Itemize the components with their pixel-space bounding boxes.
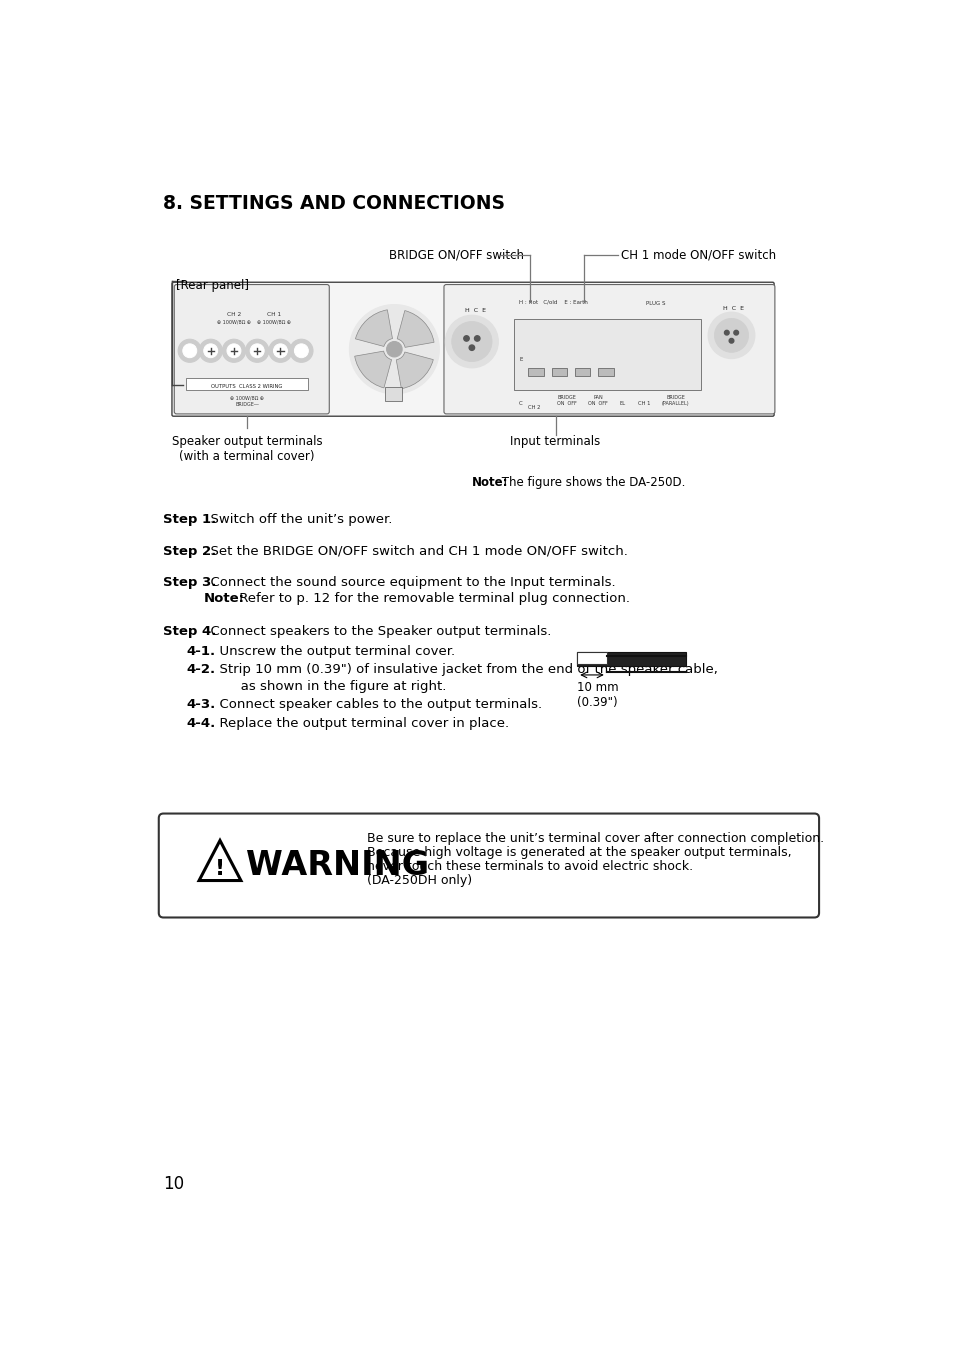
Text: !: ! (214, 859, 225, 880)
Text: CH 2: CH 2 (527, 404, 539, 409)
Text: E: E (518, 357, 522, 362)
Bar (577, 651, 606, 665)
Circle shape (204, 345, 217, 358)
Text: Input terminals: Input terminals (510, 435, 600, 449)
Circle shape (445, 315, 497, 367)
Text: 10: 10 (163, 1174, 184, 1193)
Text: 4-3.: 4-3. (187, 698, 215, 711)
Circle shape (274, 345, 287, 358)
Circle shape (386, 342, 402, 357)
Text: Connect speakers to the Speaker output terminals.: Connect speakers to the Speaker output t… (202, 626, 551, 638)
Text: The figure shows the DA-250D.: The figure shows the DA-250D. (497, 477, 685, 489)
Text: BRIDGE ON/OFF switch: BRIDGE ON/OFF switch (389, 249, 523, 261)
Circle shape (733, 331, 738, 335)
FancyBboxPatch shape (513, 319, 700, 390)
Text: [Rear panel]: [Rear panel] (175, 280, 249, 292)
Text: Refer to p. 12 for the removable terminal plug connection.: Refer to p. 12 for the removable termina… (234, 592, 629, 605)
Wedge shape (396, 311, 434, 347)
Text: never touch these terminals to avoid electric shock.: never touch these terminals to avoid ele… (367, 859, 693, 873)
Text: Step 3.: Step 3. (163, 576, 216, 589)
Circle shape (290, 339, 313, 362)
Circle shape (222, 339, 245, 362)
Text: as shown in the figure at right.: as shown in the figure at right. (212, 680, 446, 693)
Text: Note:: Note: (472, 477, 508, 489)
Text: WARNING: WARNING (245, 848, 428, 882)
Text: ⊕ 100W/8Ω ⊕: ⊕ 100W/8Ω ⊕ (230, 396, 264, 400)
Text: CH 1 mode ON/OFF switch: CH 1 mode ON/OFF switch (620, 249, 775, 261)
Text: Replace the output terminal cover in place.: Replace the output terminal cover in pla… (212, 716, 509, 730)
Text: Speaker output terminals
(with a terminal cover): Speaker output terminals (with a termina… (172, 435, 322, 463)
Circle shape (728, 339, 733, 343)
Wedge shape (395, 353, 433, 389)
Wedge shape (355, 309, 392, 346)
Text: H  C  E: H C E (465, 308, 486, 313)
Text: BRIDGE―: BRIDGE― (235, 403, 258, 407)
Text: CH 2: CH 2 (227, 312, 241, 317)
Text: H : Hot   C/old    E : Earth: H : Hot C/old E : Earth (518, 299, 587, 304)
Text: PLUG S: PLUG S (645, 300, 665, 305)
Text: BRIDGE
(PARALLEL): BRIDGE (PARALLEL) (661, 394, 689, 405)
Circle shape (269, 339, 292, 362)
Circle shape (178, 339, 201, 362)
Text: BRIDGE
ON  OFF: BRIDGE ON OFF (557, 394, 577, 405)
Text: OUTPUTS  CLASS 2 WIRING: OUTPUTS CLASS 2 WIRING (212, 384, 282, 389)
Text: CH 1: CH 1 (267, 312, 281, 317)
Circle shape (250, 345, 264, 358)
Text: ⊕ 100W/8Ω ⊕: ⊕ 100W/8Ω ⊕ (257, 320, 291, 324)
Bar (577, 651, 685, 666)
Text: CH 1: CH 1 (638, 401, 650, 405)
Text: Unscrew the output terminal cover.: Unscrew the output terminal cover. (212, 644, 456, 658)
Text: H  C  E: H C E (722, 305, 743, 311)
FancyBboxPatch shape (158, 813, 819, 917)
Text: 4-1.: 4-1. (187, 644, 215, 658)
Text: Switch off the unit’s power.: Switch off the unit’s power. (202, 513, 392, 527)
Circle shape (245, 339, 269, 362)
Text: PAN
ON  OFF: PAN ON OFF (588, 394, 607, 405)
Text: 4-4.: 4-4. (187, 716, 215, 730)
FancyBboxPatch shape (174, 285, 329, 413)
Text: Connect the sound source equipment to the Input terminals.: Connect the sound source equipment to th… (202, 576, 615, 589)
Circle shape (723, 331, 728, 335)
Circle shape (463, 336, 469, 342)
Circle shape (294, 345, 308, 358)
Text: Because high voltage is generated at the speaker output terminals,: Because high voltage is generated at the… (367, 846, 791, 859)
FancyBboxPatch shape (172, 282, 773, 416)
FancyBboxPatch shape (443, 285, 774, 413)
Text: 4-2.: 4-2. (187, 663, 215, 677)
Circle shape (349, 304, 439, 394)
Circle shape (707, 312, 754, 358)
Text: 10 mm
(0.39"): 10 mm (0.39") (577, 681, 618, 709)
Circle shape (227, 345, 241, 358)
FancyBboxPatch shape (186, 378, 307, 390)
Circle shape (474, 336, 479, 342)
Wedge shape (355, 351, 391, 388)
Bar (551, 369, 567, 376)
Circle shape (469, 345, 474, 350)
Text: ⊕ 100W/8Ω ⊕: ⊕ 100W/8Ω ⊕ (216, 320, 251, 324)
Circle shape (183, 345, 196, 358)
Text: Step 4.: Step 4. (163, 626, 216, 638)
Text: Step 2.: Step 2. (163, 544, 216, 558)
Text: EL: EL (619, 401, 625, 405)
Bar (575, 369, 590, 376)
Text: Set the BRIDGE ON/OFF switch and CH 1 mode ON/OFF switch.: Set the BRIDGE ON/OFF switch and CH 1 mo… (202, 544, 627, 558)
Bar (385, 386, 402, 401)
Text: (DA-250DH only): (DA-250DH only) (367, 874, 472, 886)
Bar (598, 369, 613, 376)
Circle shape (452, 322, 492, 362)
Circle shape (199, 339, 222, 362)
Text: Note:: Note: (204, 592, 245, 605)
Text: Step 1.: Step 1. (163, 513, 216, 527)
Circle shape (714, 319, 748, 353)
Text: C: C (518, 401, 522, 405)
Text: Strip 10 mm (0.39") of insulative jacket from the end of the speaker cable,: Strip 10 mm (0.39") of insulative jacket… (212, 663, 718, 677)
Text: Connect speaker cables to the output terminals.: Connect speaker cables to the output ter… (212, 698, 542, 711)
Text: 8. SETTINGS AND CONNECTIONS: 8. SETTINGS AND CONNECTIONS (163, 195, 505, 213)
Bar (528, 369, 543, 376)
Text: Be sure to replace the unit’s terminal cover after connection completion.: Be sure to replace the unit’s terminal c… (367, 832, 823, 844)
